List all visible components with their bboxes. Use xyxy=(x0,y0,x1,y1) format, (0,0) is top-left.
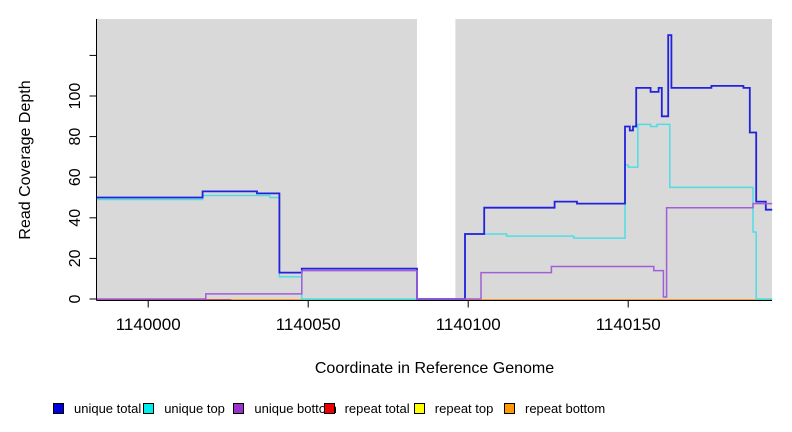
y-tick-label: 60 xyxy=(67,168,84,186)
y-tick-label: 0 xyxy=(67,294,84,303)
legend-item-repeat-total: repeat total xyxy=(323,398,410,418)
legend-label: unique bottom xyxy=(254,400,337,416)
x-tick-label: 1140100 xyxy=(436,315,501,334)
legend-swatch xyxy=(233,402,245,414)
legend-swatch xyxy=(53,402,64,414)
y-tick-label: 40 xyxy=(67,209,84,227)
x-tick-label: 1140000 xyxy=(116,315,181,334)
y-tick-label: 80 xyxy=(67,128,84,146)
legend-label: repeat total xyxy=(344,400,410,416)
y-tick-label: 100 xyxy=(67,83,84,110)
series-unique-total xyxy=(97,34,773,300)
x-tick-label: 1140050 xyxy=(276,315,341,334)
series-unique-bottom xyxy=(97,202,773,300)
y-tick-label: 20 xyxy=(67,249,84,267)
coverage-gap-band xyxy=(417,19,456,300)
legend-item-unique-top: unique top xyxy=(143,398,225,418)
legend-label: unique top xyxy=(164,400,225,416)
legend-swatch xyxy=(323,402,335,414)
legend-swatch xyxy=(143,402,155,414)
legend: unique total unique top unique bottom repea… xyxy=(0,398,792,422)
legend-label: repeat top xyxy=(434,400,494,416)
x-axis-title: Coordinate in Reference Genome xyxy=(314,360,555,377)
legend-item-repeat-bottom: repeat bottom xyxy=(504,398,605,418)
legend-label: repeat bottom xyxy=(525,400,606,416)
legend-item-unique-total: unique total xyxy=(53,398,141,418)
legend-item-unique-bottom: unique bottom xyxy=(233,398,337,418)
legend-item-repeat-top: repeat top xyxy=(413,398,494,418)
y-axis-title: Read Coverage Depth xyxy=(17,80,34,240)
legend-swatch xyxy=(504,402,515,414)
x-tick-label: 1140150 xyxy=(596,315,661,334)
legend-label: unique total xyxy=(74,400,142,416)
legend-swatch xyxy=(413,402,425,414)
